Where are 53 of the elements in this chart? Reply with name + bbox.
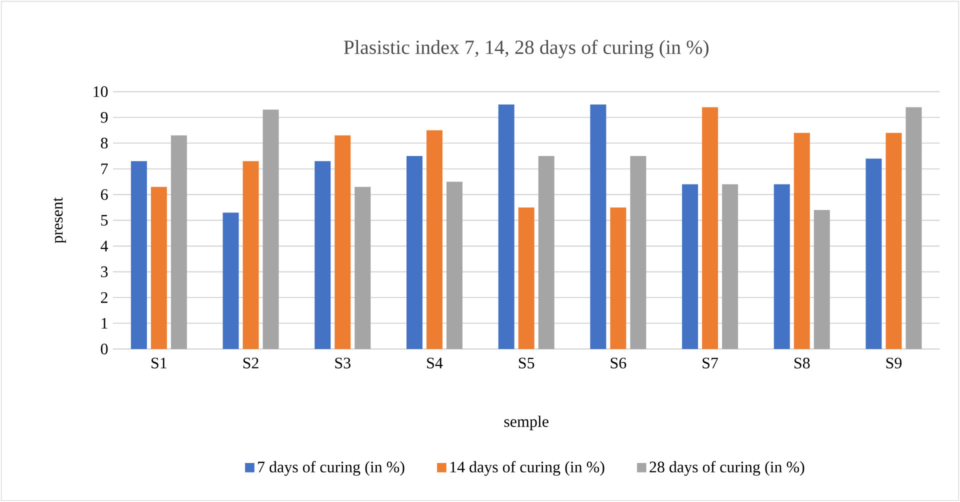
- y-tick-label: 9: [100, 112, 108, 123]
- bar: [794, 132, 810, 349]
- y-axis-title: present: [53, 197, 66, 244]
- bar: [334, 135, 351, 349]
- y-tick-label: 4: [100, 240, 108, 252]
- bar: [886, 132, 902, 349]
- bar: [150, 186, 167, 349]
- x-tick-label: S1: [152, 358, 166, 368]
- bar: [702, 107, 718, 349]
- bar: [814, 210, 830, 349]
- bar: [242, 161, 259, 349]
- bar: [426, 130, 442, 349]
- bar: [518, 207, 534, 349]
- x-tick-label: S5: [518, 358, 534, 368]
- y-tick-label: 0: [100, 344, 108, 354]
- chart-title: Plasistic index 7, 14, 28 days of curing (in %): [344, 40, 708, 58]
- bar: [682, 184, 698, 349]
- x-tick-label: S9: [886, 358, 902, 368]
- y-tick-label: 3: [101, 266, 108, 278]
- y-tick-label: 6: [100, 189, 108, 200]
- legend-label: 7 days of curing (in %): [258, 461, 404, 476]
- bar: [722, 184, 738, 349]
- bar: [130, 161, 147, 349]
- bar: [222, 212, 239, 349]
- y-tick-label: 5: [101, 215, 108, 226]
- bar: [262, 110, 279, 349]
- bar: [630, 156, 646, 349]
- x-tick-label: S4: [427, 358, 443, 368]
- y-tick-label: 10: [94, 86, 108, 98]
- bar: [774, 184, 790, 349]
- legend-label: 14 days of curing (in %): [450, 461, 604, 476]
- y-tick-label: 7: [101, 164, 108, 174]
- bar: [446, 182, 462, 349]
- bar: [406, 156, 422, 349]
- x-tick-label: S3: [335, 358, 350, 368]
- y-tick-label: 8: [100, 138, 108, 149]
- x-tick-label: S8: [794, 358, 810, 368]
- bar: [538, 156, 554, 349]
- legend-label: 28 days of curing (in %): [650, 461, 804, 476]
- x-axis-title: semple: [504, 416, 548, 430]
- y-tick-label: 1: [102, 318, 108, 329]
- bar: [314, 161, 331, 349]
- bar: [906, 107, 922, 349]
- x-tick-label: S7: [702, 358, 718, 368]
- bar: [866, 158, 882, 349]
- bar: [610, 207, 626, 349]
- x-tick-label: S6: [610, 358, 626, 368]
- y-tick-label: 2: [101, 292, 108, 303]
- bar: [590, 104, 606, 349]
- x-tick-label: S2: [243, 358, 258, 368]
- bar: [354, 186, 371, 349]
- bar: [170, 135, 187, 349]
- bar: [498, 104, 514, 349]
